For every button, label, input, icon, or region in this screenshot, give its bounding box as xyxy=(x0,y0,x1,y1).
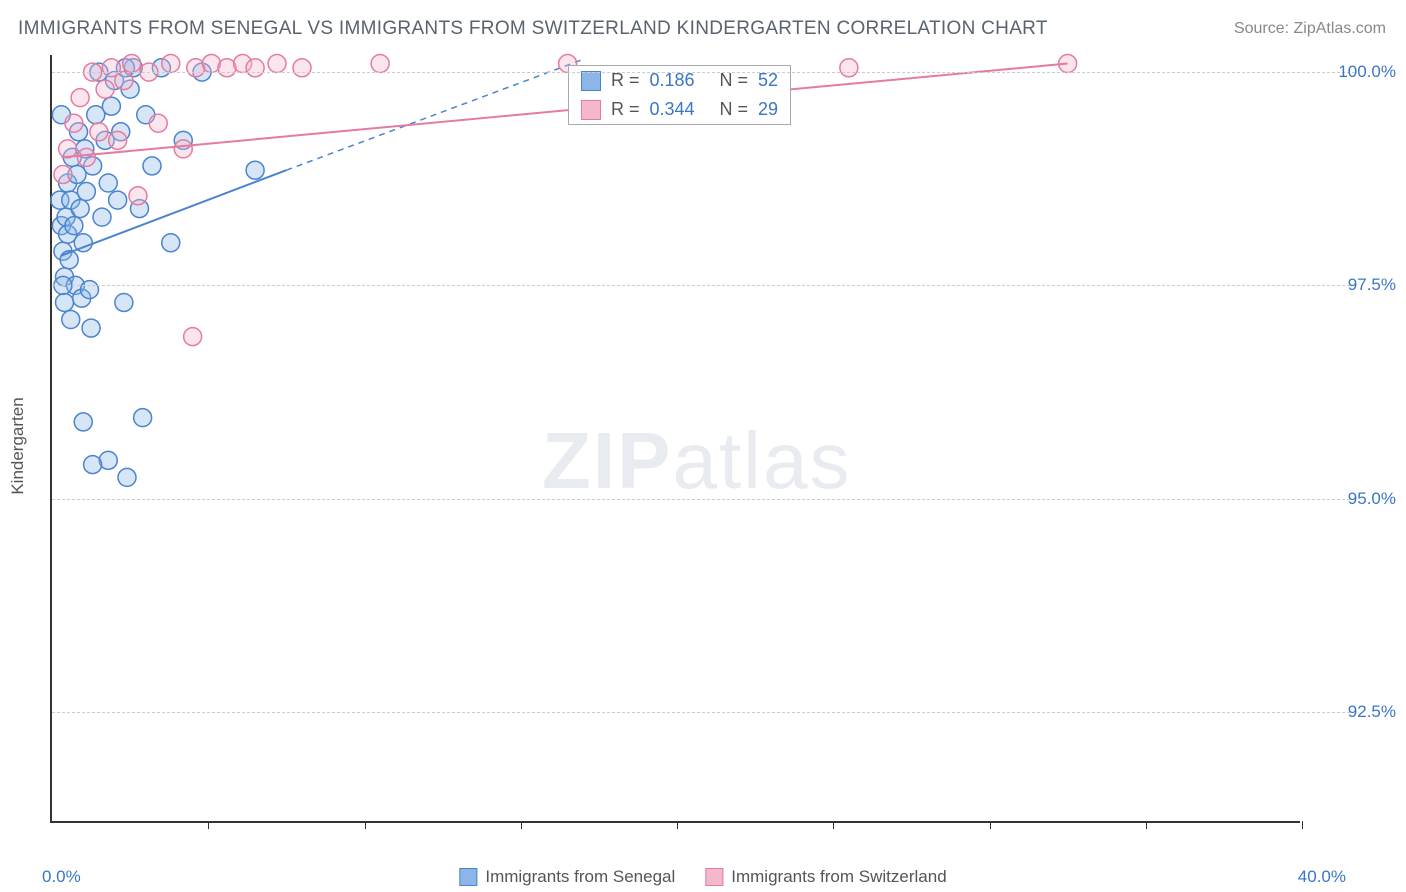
scatter-point xyxy=(109,131,127,149)
scatter-point xyxy=(82,319,100,337)
scatter-point xyxy=(134,409,152,427)
n-label: N = xyxy=(720,70,749,91)
x-tick xyxy=(1302,821,1303,829)
scatter-point xyxy=(149,114,167,132)
x-tick xyxy=(990,821,991,829)
scatter-point xyxy=(115,72,133,90)
x-axis-min-label: 0.0% xyxy=(42,867,81,887)
scatter-point xyxy=(77,183,95,201)
source-attribution: Source: ZipAtlas.com xyxy=(1234,20,1386,38)
scatter-point xyxy=(371,55,389,73)
legend-label: Immigrants from Switzerland xyxy=(731,867,946,887)
correlation-row: R = 0.186 N = 52 xyxy=(569,66,790,95)
grid-line xyxy=(52,712,1355,713)
scatter-point xyxy=(162,55,180,73)
scatter-point xyxy=(840,59,858,77)
x-axis-max-label: 40.0% xyxy=(1298,867,1346,887)
chart-svg xyxy=(52,55,1300,821)
y-axis-title: Kindergarten xyxy=(8,397,28,494)
correlation-row: R = 0.344 N = 29 xyxy=(569,95,790,124)
legend-swatch xyxy=(705,868,723,886)
scatter-point xyxy=(102,97,120,115)
scatter-point xyxy=(96,80,114,98)
legend-item: Immigrants from Senegal xyxy=(459,867,675,887)
y-tick-label: 100.0% xyxy=(1338,62,1396,82)
scatter-point xyxy=(81,281,99,299)
correlation-legend-box: R = 0.186 N = 52 R = 0.344 N = 29 xyxy=(568,65,791,125)
scatter-point xyxy=(56,293,74,311)
scatter-point xyxy=(293,59,311,77)
scatter-point xyxy=(118,468,136,486)
scatter-point xyxy=(71,200,89,218)
scatter-point xyxy=(74,413,92,431)
legend-swatch xyxy=(581,71,601,91)
grid-line xyxy=(52,72,1355,73)
legend-item: Immigrants from Switzerland xyxy=(705,867,946,887)
scatter-point xyxy=(59,140,77,158)
scatter-point xyxy=(184,328,202,346)
scatter-point xyxy=(115,293,133,311)
scatter-point xyxy=(90,123,108,141)
r-value: 0.344 xyxy=(650,99,710,120)
scatter-point xyxy=(65,114,83,132)
x-tick xyxy=(1146,821,1147,829)
scatter-point xyxy=(268,55,286,73)
scatter-point xyxy=(84,456,102,474)
scatter-point xyxy=(65,217,83,235)
scatter-point xyxy=(174,140,192,158)
trend-line xyxy=(61,64,1067,158)
y-tick-label: 97.5% xyxy=(1348,275,1396,295)
n-value: 29 xyxy=(758,99,778,120)
r-label: R = xyxy=(611,99,640,120)
r-label: R = xyxy=(611,70,640,91)
n-label: N = xyxy=(720,99,749,120)
scatter-point xyxy=(93,208,111,226)
legend-label: Immigrants from Senegal xyxy=(485,867,675,887)
scatter-point xyxy=(246,59,264,77)
y-tick-label: 92.5% xyxy=(1348,702,1396,722)
scatter-point xyxy=(162,234,180,252)
chart-title: IMMIGRANTS FROM SENEGAL VS IMMIGRANTS FR… xyxy=(18,18,1048,40)
x-tick xyxy=(833,821,834,829)
trend-line-dashed xyxy=(286,59,583,170)
scatter-point xyxy=(143,157,161,175)
legend-swatch xyxy=(459,868,477,886)
legend-swatch xyxy=(581,100,601,120)
n-value: 52 xyxy=(758,70,778,91)
scatter-point xyxy=(62,311,80,329)
scatter-point xyxy=(129,187,147,205)
scatter-point xyxy=(99,174,117,192)
scatter-point xyxy=(246,161,264,179)
bottom-legend: Immigrants from Senegal Immigrants from S… xyxy=(459,867,946,887)
r-value: 0.186 xyxy=(650,70,710,91)
grid-line xyxy=(52,285,1355,286)
scatter-point xyxy=(71,89,89,107)
x-tick xyxy=(521,821,522,829)
scatter-point xyxy=(54,165,72,183)
plot-area: ZIPatlas R =0.186N =52R =0.344N =29 xyxy=(50,55,1300,823)
scatter-point xyxy=(123,55,141,73)
y-tick-label: 95.0% xyxy=(1348,489,1396,509)
x-tick xyxy=(677,821,678,829)
x-tick xyxy=(365,821,366,829)
scatter-point xyxy=(109,191,127,209)
grid-line xyxy=(52,499,1355,500)
scatter-point xyxy=(77,148,95,166)
x-tick xyxy=(208,821,209,829)
